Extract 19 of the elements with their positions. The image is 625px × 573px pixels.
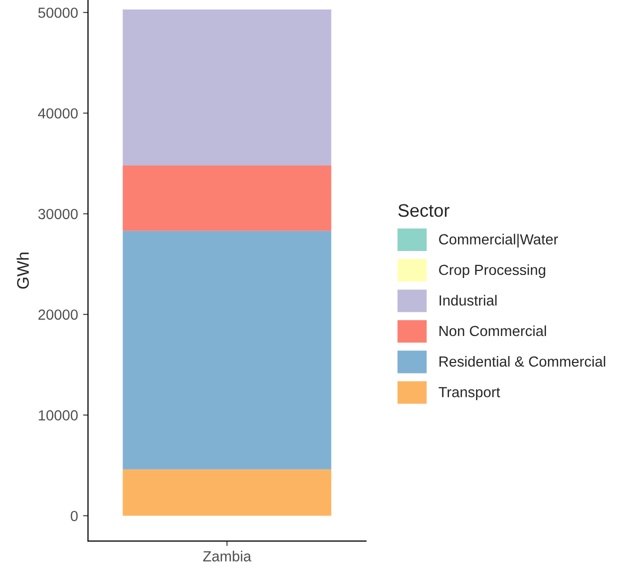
y-tick-label: 40000 bbox=[38, 108, 78, 119]
y-tick-label: 20000 bbox=[38, 310, 78, 320]
bar bbox=[122, 165, 332, 231]
bar bbox=[122, 469, 332, 516]
legend-label: Commercial|Water bbox=[439, 234, 558, 248]
bar bbox=[122, 230, 332, 470]
legend-label: Transport bbox=[438, 387, 500, 400]
bar bbox=[122, 9, 332, 166]
y-axis-title: GWh bbox=[16, 252, 29, 289]
legend-label: Non Commercial bbox=[440, 325, 546, 336]
legend-title: Sector bbox=[398, 204, 450, 217]
legend-label: Industrial bbox=[440, 294, 497, 306]
y-tick-label: 0 bbox=[70, 510, 78, 522]
y-tick-label: 10000 bbox=[38, 410, 78, 420]
y-tick-label: 30000 bbox=[38, 208, 78, 220]
y-tick-label: 50000 bbox=[38, 8, 78, 18]
legend-label: Crop Processing bbox=[439, 264, 546, 278]
legend-label: Residential & Commercial bbox=[440, 356, 606, 367]
x-tick-label: Zambia bbox=[203, 550, 252, 562]
